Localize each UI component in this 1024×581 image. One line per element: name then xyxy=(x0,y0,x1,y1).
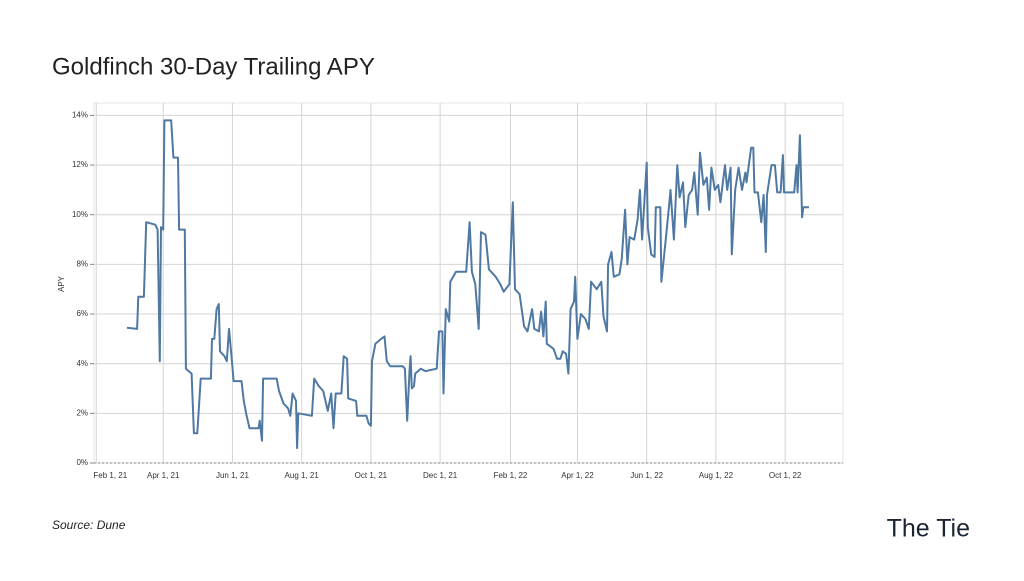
y-tick-label: 12% xyxy=(72,160,88,169)
x-tick-label: Jun 1, 22 xyxy=(630,471,663,480)
logo: The Tie xyxy=(887,515,970,543)
y-tick-label: 4% xyxy=(76,359,88,368)
y-tick-label: 2% xyxy=(76,408,88,417)
plot-area xyxy=(93,102,844,464)
x-tick-label: Dec 1, 21 xyxy=(423,471,458,480)
data-line xyxy=(126,119,809,450)
y-tick-label: 14% xyxy=(72,111,88,120)
x-tick-label: Aug 1, 22 xyxy=(699,471,734,480)
x-tick-label: Apr 1, 21 xyxy=(147,471,180,480)
x-tick-label: Feb 1, 22 xyxy=(494,471,528,480)
y-tick-label: 10% xyxy=(72,210,88,219)
x-tick-label: Oct 1, 21 xyxy=(355,471,388,480)
y-tick-label: 6% xyxy=(76,309,88,318)
chart-title: Goldfinch 30-Day Trailing APY xyxy=(52,53,375,80)
x-tick-label: Aug 1, 21 xyxy=(285,471,320,480)
x-tick-label: Feb 1, 21 xyxy=(93,471,127,480)
y-tick-label: 0% xyxy=(76,458,88,467)
y-axis-label: APY xyxy=(57,275,66,292)
x-tick-label: Oct 1, 22 xyxy=(769,471,802,480)
x-tick-label: Jun 1, 21 xyxy=(216,471,249,480)
x-tick-label: Apr 1, 22 xyxy=(561,471,594,480)
source-note: Source: Dune xyxy=(52,518,126,532)
y-tick-label: 8% xyxy=(76,259,88,268)
